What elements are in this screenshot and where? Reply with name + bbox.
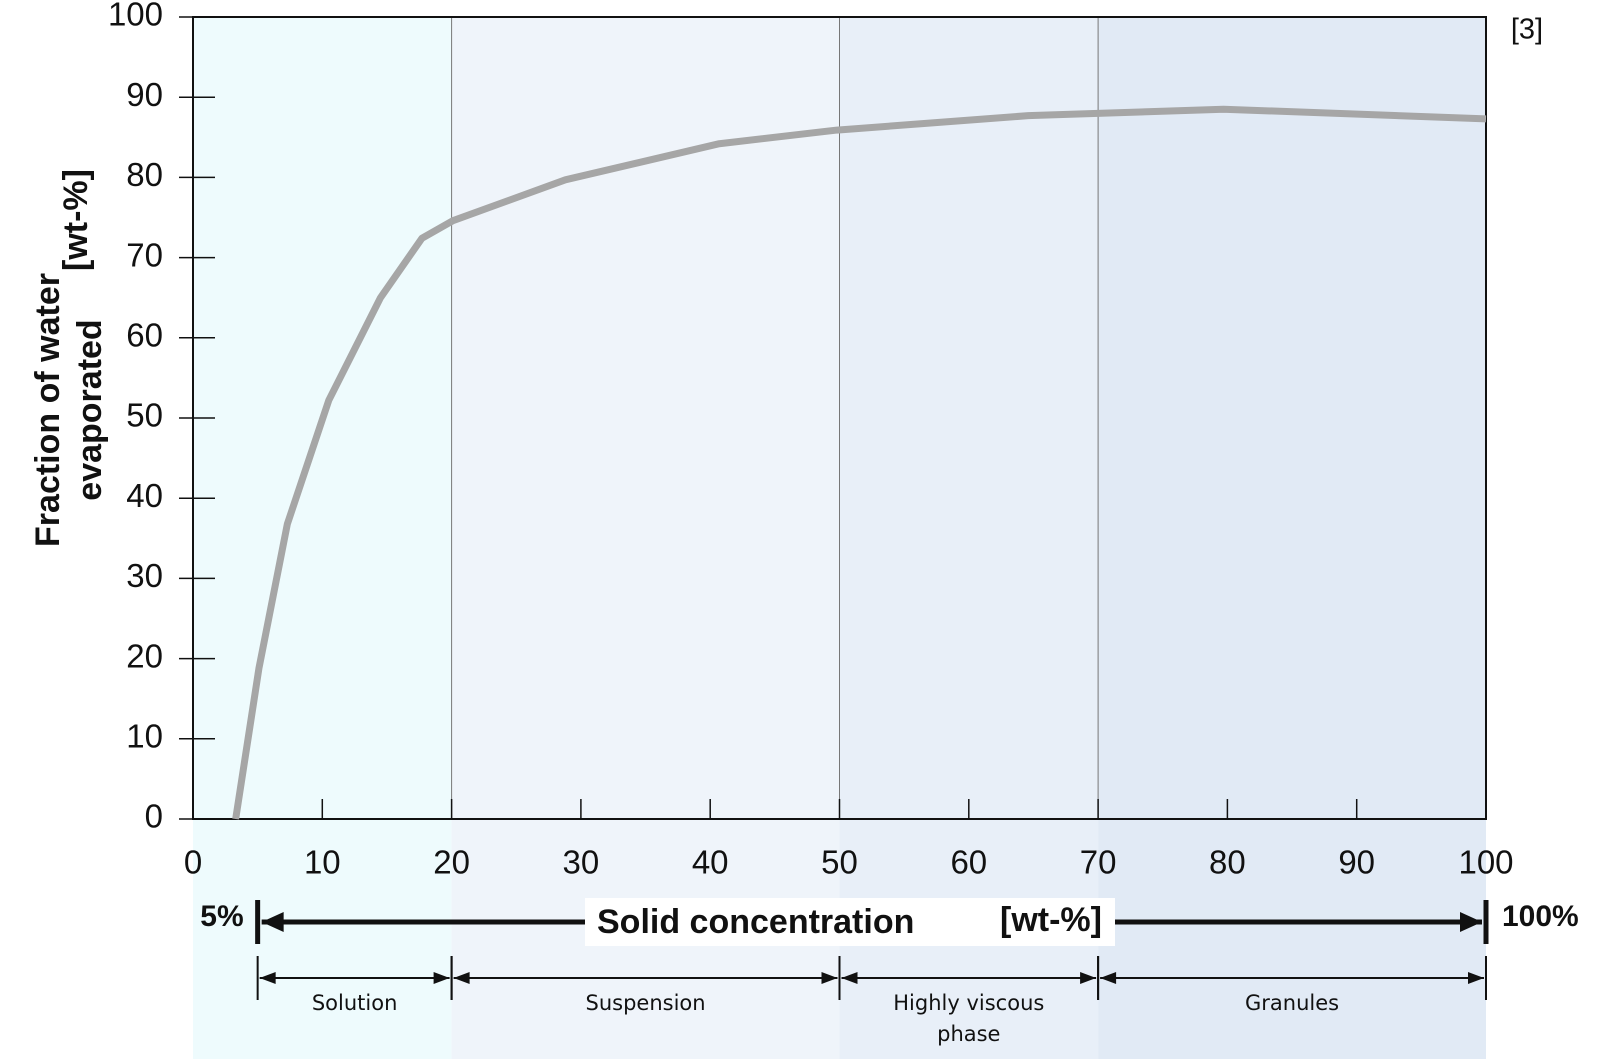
- phase-label: Granules: [1245, 991, 1340, 1015]
- x-tick-label: 60: [950, 844, 987, 881]
- x-tick-label: 100: [1458, 844, 1513, 881]
- y-tick-label: 60: [126, 317, 163, 354]
- y-tick-label: 30: [126, 557, 163, 594]
- x-tick-label: 20: [433, 844, 470, 881]
- label-box: [585, 898, 1115, 946]
- x-tick-label: 0: [184, 844, 202, 881]
- x-tick-label: 70: [1080, 844, 1117, 881]
- y-tick-label: 100: [108, 0, 163, 33]
- y-tick-label: 10: [126, 718, 163, 755]
- y-tick-label: 0: [145, 798, 163, 835]
- x-label: Solid concentration: [597, 903, 914, 941]
- x-tick-label: 10: [304, 844, 341, 881]
- phase-band: [451, 17, 840, 1059]
- y-tick-label: 50: [126, 397, 163, 434]
- range-label: 5%: [200, 900, 243, 933]
- phase-band: [839, 17, 1099, 1059]
- x-unit: [wt-%]: [1000, 901, 1102, 939]
- y-tick-label: 20: [126, 637, 163, 674]
- y-label-line: Fraction of water: [29, 273, 67, 547]
- x-tick-label: 40: [692, 844, 729, 881]
- phase-band: [193, 17, 452, 1059]
- y-tick-label: 90: [126, 76, 163, 113]
- phase-label: Highly viscous phase: [893, 991, 1045, 1046]
- range-label: 100%: [1502, 900, 1579, 933]
- plot: 0 10 20 30 40 50 60 70 80 90 100 0 10 20 30 40 50 60 70 80 9…: [108, 0, 1514, 881]
- y-label-line: evaporated: [71, 319, 109, 500]
- phase-label: Suspension: [585, 991, 706, 1015]
- bands: [193, 17, 1486, 1059]
- y-tick-label: 40: [126, 477, 163, 514]
- phase-band: [1098, 17, 1486, 1059]
- x-tick-label: 30: [563, 844, 600, 881]
- y-tick-label: 70: [126, 236, 163, 273]
- y-label: Fraction of water evaporated [wt-%]: [29, 169, 109, 547]
- x-tick-label: 90: [1338, 844, 1375, 881]
- phase-label: Solution: [311, 991, 398, 1015]
- x-tick-label: 50: [821, 844, 858, 881]
- y-tick-label: 80: [126, 156, 163, 193]
- source: [3]: [1511, 14, 1543, 46]
- x-tick-label: 80: [1209, 844, 1246, 881]
- curve: [232, 105, 1487, 820]
- y-unit: [wt-%]: [57, 169, 95, 271]
